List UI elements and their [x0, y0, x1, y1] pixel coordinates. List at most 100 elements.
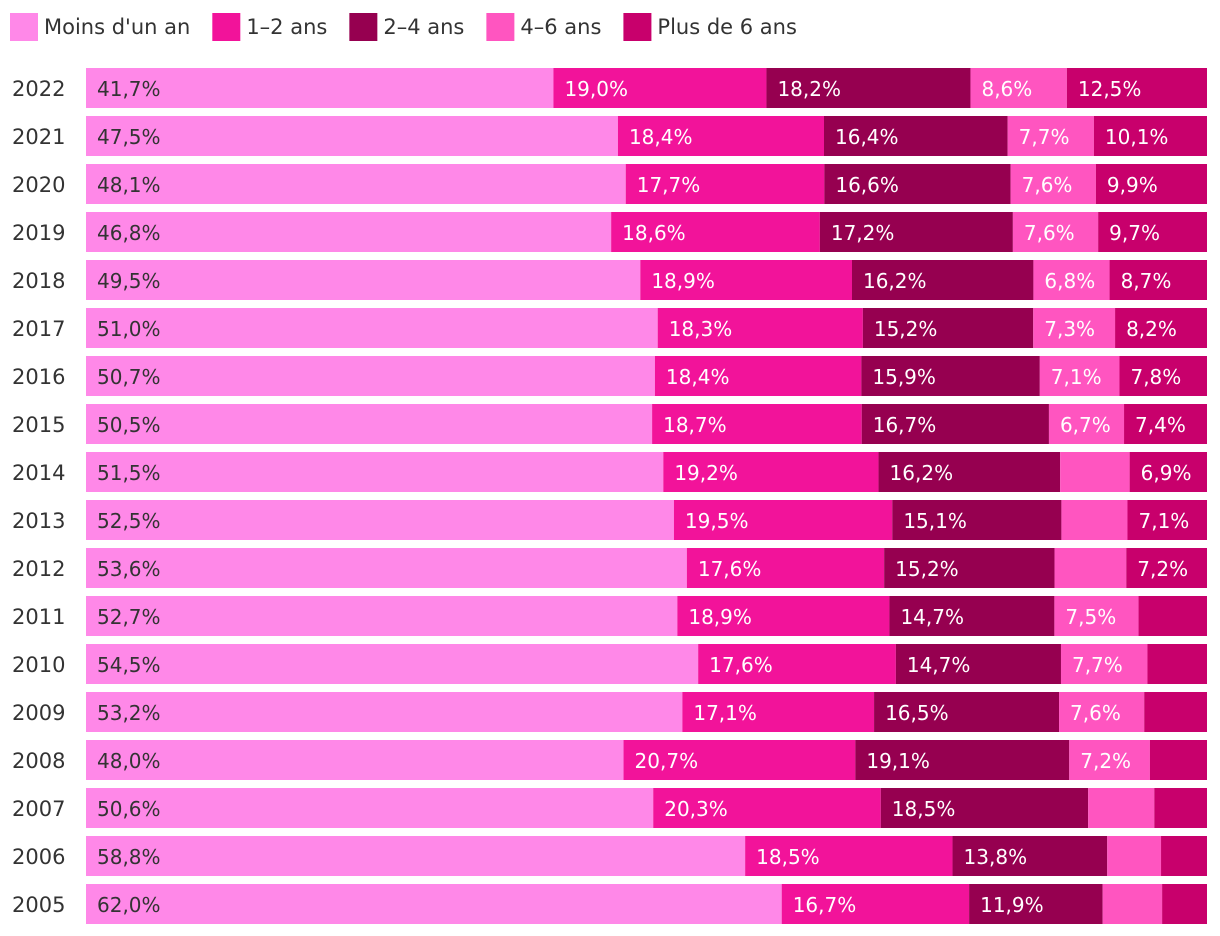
data-label: 8,2% — [1126, 317, 1177, 341]
bar-segment-moins-d-un-an — [86, 548, 687, 588]
data-label: 7,5% — [1065, 605, 1116, 629]
bar-segment-plus-de-6-ans — [1161, 836, 1207, 876]
year-label: 2022 — [12, 77, 65, 101]
bar-segment-4-6-ans — [1060, 644, 1148, 684]
bar-segment-2-4-ans — [874, 692, 1060, 732]
year-label: 2015 — [12, 413, 65, 437]
bar-segment-2-4-ans — [884, 548, 1055, 588]
data-label: 8,6% — [981, 77, 1032, 101]
data-label: 19,5% — [685, 509, 749, 533]
bar-segment-moins-d-un-an — [86, 260, 641, 300]
bar-segment-moins-d-un-an — [86, 836, 746, 876]
bar-segment-2-4-ans — [851, 260, 1034, 300]
data-label: 12,5% — [1078, 77, 1142, 101]
data-label: 41,7% — [97, 77, 161, 101]
data-label: 15,2% — [895, 557, 959, 581]
bar-segment-4-6-ans — [1033, 260, 1110, 300]
bar-segment-moins-d-un-an — [86, 308, 658, 348]
bar-segment-moins-d-un-an — [86, 884, 782, 924]
legend-label-4-6-ans: 4–6 ans — [520, 15, 601, 39]
data-label: 7,7% — [1072, 653, 1123, 677]
data-label: 15,1% — [903, 509, 967, 533]
data-label: 7,8% — [1130, 365, 1181, 389]
data-label: 16,5% — [885, 701, 949, 725]
bar-segment-moins-d-un-an — [86, 404, 653, 444]
data-label: 47,5% — [97, 125, 161, 149]
data-label: 13,8% — [964, 845, 1028, 869]
bar-segment-1-2-ans — [698, 644, 896, 684]
bar-segment-4-6-ans — [1007, 116, 1094, 156]
data-label: 8,7% — [1121, 269, 1172, 293]
bar-segment-moins-d-un-an — [86, 356, 655, 396]
bar-segment-plus-de-6-ans — [1093, 116, 1207, 156]
legend-label-plus-de-6-ans: Plus de 6 ans — [657, 15, 797, 39]
data-label: 18,5% — [756, 845, 820, 869]
bar-segment-4-6-ans — [1059, 692, 1145, 732]
bar-segment-moins-d-un-an — [86, 644, 699, 684]
year-label: 2014 — [12, 461, 65, 485]
bar-segment-1-2-ans — [745, 836, 953, 876]
year-label: 2021 — [12, 125, 65, 149]
data-label: 17,6% — [698, 557, 762, 581]
bar-segment-moins-d-un-an — [86, 116, 618, 156]
bar-segment-2-4-ans — [969, 884, 1103, 924]
data-label: 7,1% — [1051, 365, 1102, 389]
data-label: 19,1% — [866, 749, 930, 773]
data-label: 16,7% — [873, 413, 937, 437]
data-label: 17,7% — [637, 173, 701, 197]
legend-label-moins-d-un-an: Moins d'un an — [44, 15, 190, 39]
legend-label-2-4-ans: 2–4 ans — [383, 15, 464, 39]
data-label: 18,2% — [777, 77, 841, 101]
bar-segment-plus-de-6-ans — [1066, 68, 1207, 108]
bar-segment-plus-de-6-ans — [1095, 164, 1207, 204]
bar-segment-1-2-ans — [625, 164, 825, 204]
legend-swatch-moins-d-un-an — [10, 13, 38, 41]
bar-segment-2-4-ans — [824, 164, 1011, 204]
bar-segment-2-4-ans — [862, 308, 1034, 348]
data-label: 52,7% — [97, 605, 161, 629]
bar-segment-1-2-ans — [663, 452, 879, 492]
data-label: 48,0% — [97, 749, 161, 773]
year-label: 2010 — [12, 653, 65, 677]
bar-segment-2-4-ans — [824, 116, 1008, 156]
bar-segment-moins-d-un-an — [86, 212, 612, 252]
data-label: 48,1% — [97, 173, 161, 197]
bar-segment-plus-de-6-ans — [1119, 356, 1207, 396]
bar-segment-2-4-ans — [895, 644, 1061, 684]
data-label: 6,8% — [1044, 269, 1095, 293]
bar-segment-1-2-ans — [623, 740, 856, 780]
year-label: 2020 — [12, 173, 65, 197]
data-label: 16,7% — [793, 893, 857, 917]
data-label: 50,7% — [97, 365, 161, 389]
year-label: 2016 — [12, 365, 65, 389]
chart-legend: Moins d'un an 1–2 ans 2–4 ans 4–6 ans Plus d… — [10, 13, 797, 41]
bar-segment-moins-d-un-an — [86, 164, 626, 204]
legend-swatch-plus-de-6-ans — [623, 13, 652, 41]
bar-segment-moins-d-un-an — [86, 788, 654, 828]
legend-swatch-2-4-ans — [349, 13, 378, 41]
data-label: 16,6% — [835, 173, 899, 197]
bar-segment-1-2-ans — [682, 692, 875, 732]
bar-segment-2-4-ans — [766, 68, 971, 108]
data-label: 17,1% — [693, 701, 757, 725]
bar-segment-plus-de-6-ans — [1127, 500, 1207, 540]
bar-segment-plus-de-6-ans — [1138, 596, 1207, 636]
data-label: 18,6% — [622, 221, 686, 245]
bar-segment-4-6-ans — [1054, 596, 1139, 636]
data-label: 49,5% — [97, 269, 161, 293]
year-label: 2006 — [12, 845, 65, 869]
bar-segment-moins-d-un-an — [86, 500, 674, 540]
data-label: 58,8% — [97, 845, 161, 869]
bar-segment-1-2-ans — [652, 404, 862, 444]
year-label: 2019 — [12, 221, 65, 245]
data-label: 53,2% — [97, 701, 161, 725]
data-label: 9,7% — [1109, 221, 1160, 245]
bar-segment-moins-d-un-an — [86, 68, 554, 108]
bar-segment-2-4-ans — [861, 356, 1040, 396]
bar-segment-moins-d-un-an — [86, 452, 664, 492]
bar-segment-1-2-ans — [553, 68, 767, 108]
bar-segment-4-6-ans — [1033, 308, 1116, 348]
bar-segment-1-2-ans — [673, 500, 893, 540]
data-label: 10,1% — [1105, 125, 1169, 149]
bar-segment-2-4-ans — [880, 788, 1089, 828]
